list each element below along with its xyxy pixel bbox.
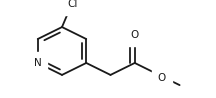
Text: O: O	[158, 73, 166, 83]
Text: Cl: Cl	[68, 0, 78, 9]
Text: N: N	[34, 58, 42, 68]
Text: O: O	[131, 30, 139, 40]
